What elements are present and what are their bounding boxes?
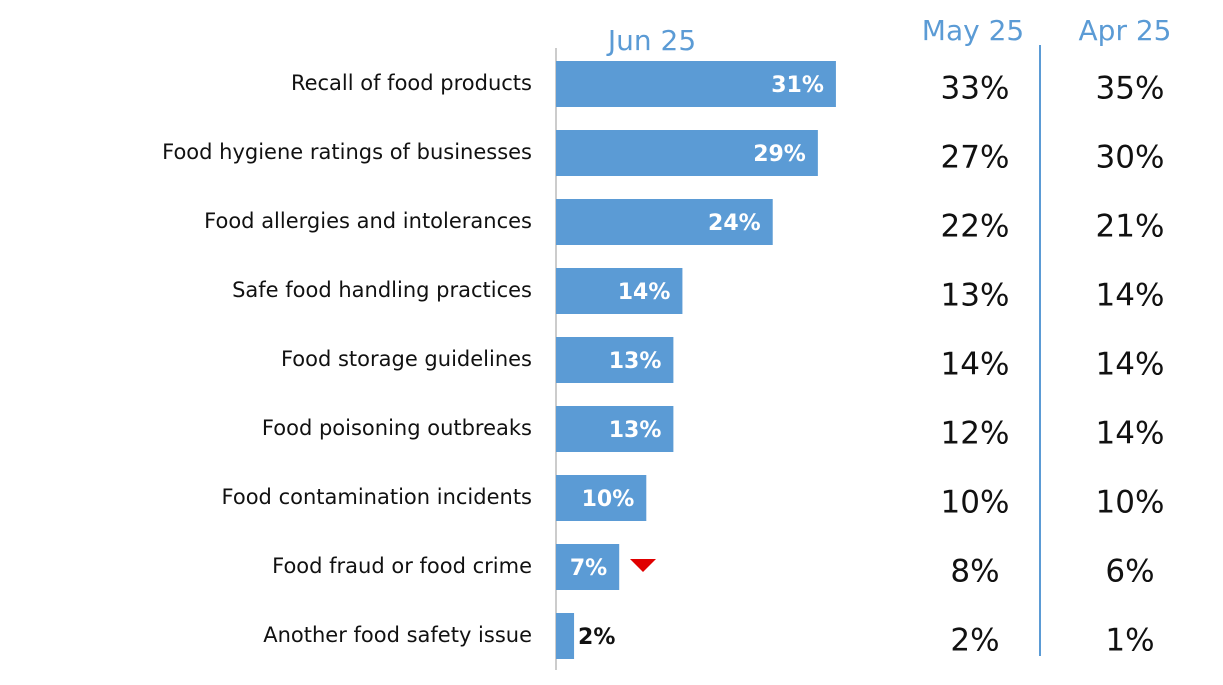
category-label: Food poisoning outbreaks xyxy=(262,416,532,440)
value-label: 24% xyxy=(708,211,761,236)
category-label: Another food safety issue xyxy=(263,623,532,647)
comparison-value: 21% xyxy=(1096,209,1165,245)
comparison-value: 14% xyxy=(941,347,1010,383)
category-label: Food fraud or food crime xyxy=(272,554,532,578)
value-label: 13% xyxy=(609,349,662,374)
value-label: 14% xyxy=(618,280,671,305)
comparison-value: 30% xyxy=(1096,140,1165,176)
value-label: 13% xyxy=(609,418,662,443)
decrease-marker xyxy=(630,559,656,572)
comparison-value: 22% xyxy=(941,209,1010,245)
comparison-value: 35% xyxy=(1096,71,1165,107)
bar xyxy=(556,268,683,314)
bar xyxy=(556,61,836,107)
comparison-value: 12% xyxy=(941,416,1010,452)
value-label: 31% xyxy=(771,73,824,98)
bar xyxy=(556,130,818,176)
bar xyxy=(556,544,620,590)
bar xyxy=(556,337,674,383)
column-header: Jun 25 xyxy=(606,24,696,57)
comparison-value: 27% xyxy=(941,140,1010,176)
comparison-value: 10% xyxy=(1096,485,1165,521)
comparison-value: 14% xyxy=(1096,278,1165,314)
category-label: Food allergies and intolerances xyxy=(204,209,532,233)
bar xyxy=(556,406,674,452)
value-label: 29% xyxy=(753,142,806,167)
bar xyxy=(556,475,647,521)
bar xyxy=(556,199,773,245)
category-label: Food storage guidelines xyxy=(281,347,532,371)
category-label: Safe food handling practices xyxy=(232,278,532,302)
column-header: May 25 xyxy=(922,14,1024,47)
bar xyxy=(556,613,575,659)
value-label: 7% xyxy=(570,556,607,581)
comparison-value: 14% xyxy=(1096,347,1165,383)
comparison-value: 10% xyxy=(941,485,1010,521)
comparison-value: 2% xyxy=(950,623,999,659)
category-label: Recall of food products xyxy=(291,71,532,95)
category-label: Food hygiene ratings of businesses xyxy=(162,140,532,164)
value-label: 2% xyxy=(578,625,615,650)
comparison-value: 33% xyxy=(941,71,1010,107)
comparison-value: 1% xyxy=(1105,623,1154,659)
comparison-value: 14% xyxy=(1096,416,1165,452)
comparison-value: 6% xyxy=(1105,554,1154,590)
column-header: Apr 25 xyxy=(1079,14,1172,47)
value-label: 10% xyxy=(582,487,635,512)
comparison-value: 13% xyxy=(941,278,1010,314)
category-label: Food contamination incidents xyxy=(222,485,532,509)
comparison-value: 8% xyxy=(950,554,999,590)
